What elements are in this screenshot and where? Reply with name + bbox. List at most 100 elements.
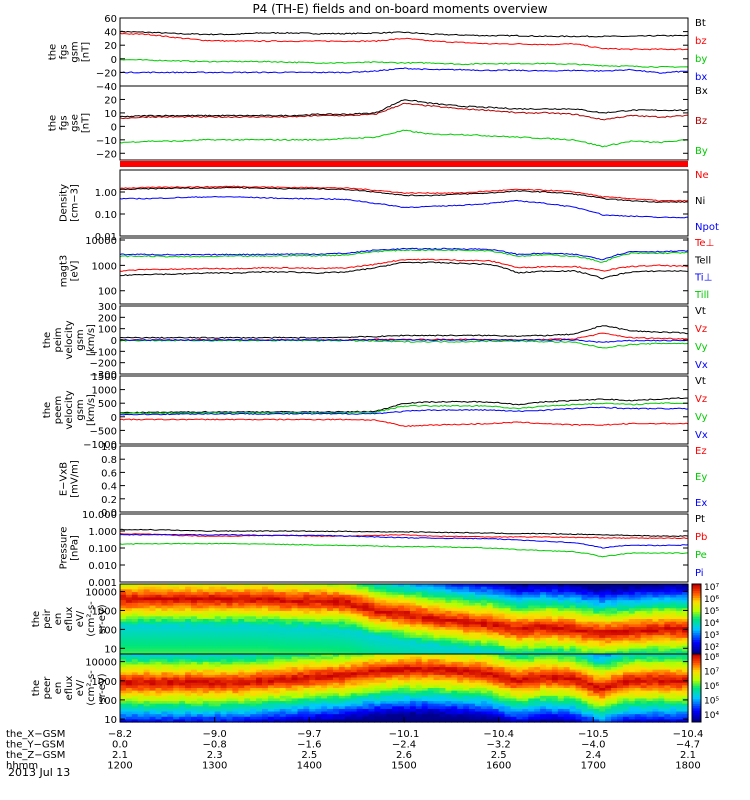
heatmap-cell: [646, 635, 654, 639]
heatmap-cell: [149, 682, 157, 686]
heatmap-cell: [617, 610, 624, 615]
heatmap-cell: [244, 648, 251, 652]
heatmap-cell: [226, 600, 234, 604]
heatmap-cell: [368, 597, 376, 601]
heatmap-cell: [362, 597, 370, 601]
heatmap-cell: [202, 667, 210, 671]
heatmap-cell: [155, 605, 163, 609]
heatmap-cell: [380, 711, 387, 715]
heatmap-cell: [451, 693, 458, 697]
heatmap-cell: [587, 703, 594, 707]
heatmap-cell: [386, 680, 393, 684]
heatmap-cell: [587, 714, 594, 718]
heatmap-cell: [167, 659, 174, 663]
heatmap-cell: [646, 648, 654, 652]
heatmap-cell: [587, 656, 594, 660]
heatmap-cell: [622, 610, 630, 615]
heatmap-cell: [676, 605, 683, 609]
heatmap-cell: [409, 616, 417, 620]
heatmap-cell: [682, 648, 689, 652]
heatmap-cell: [214, 708, 222, 713]
series-line-Vy: [119, 339, 689, 349]
heatmap-cell: [285, 610, 293, 615]
heatmap-cell: [611, 645, 618, 650]
heatmap-cell: [179, 703, 186, 707]
heatmap-cell: [546, 703, 553, 707]
heatmap-cell: [267, 661, 275, 666]
heatmap-cell: [522, 629, 529, 634]
heatmap-cell: [563, 608, 571, 612]
heatmap-cell: [297, 680, 305, 684]
heatmap-cell: [344, 619, 352, 623]
heatmap-cell: [350, 648, 358, 652]
heatmap-cell: [522, 621, 529, 625]
heatmap-cell: [333, 706, 340, 710]
heatmap-cell: [634, 608, 642, 612]
heatmap-cell: [179, 635, 186, 639]
heatmap-cell: [214, 651, 222, 655]
heatmap-cell: [540, 685, 547, 689]
legend-entry: Vz: [695, 324, 707, 335]
panel-8: PtPbPePi10.0001.0000.1000.0100.001Pressu…: [59, 510, 708, 589]
legend-entry: Vt: [695, 306, 706, 317]
heatmap-cell: [546, 693, 553, 697]
heatmap-cell: [480, 672, 488, 676]
heatmap-cell: [344, 698, 352, 702]
heatmap-cell: [415, 635, 423, 639]
heatmap-cell: [611, 701, 618, 705]
heatmap-cell: [232, 616, 239, 620]
heatmap-cell: [131, 621, 139, 625]
heatmap-cell: [185, 610, 192, 615]
heatmap-cell: [250, 693, 257, 697]
heatmap-cell: [652, 619, 660, 623]
heatmap-cell: [569, 605, 577, 609]
heatmap-cell: [250, 632, 257, 636]
heatmap-cell: [522, 594, 529, 599]
heatmap-cell: [202, 690, 210, 694]
heatmap-cell: [463, 701, 470, 705]
heatmap-cell: [262, 619, 269, 623]
y-axis-label: velocity: [64, 390, 75, 429]
legend-entry: Bt: [695, 18, 706, 29]
heatmap-cell: [534, 597, 541, 601]
heatmap-cell: [475, 645, 482, 650]
heatmap-cell: [380, 632, 387, 636]
heatmap-cell: [605, 632, 612, 636]
legend-entry: Te⊥: [694, 238, 714, 249]
heatmap-cell: [220, 610, 228, 615]
heatmap-cell: [196, 674, 204, 679]
heatmap-cell: [155, 619, 163, 623]
heatmap-cell: [492, 640, 500, 644]
heatmap-cell: [433, 643, 441, 647]
heatmap-cell: [161, 695, 168, 700]
heatmap-cell: [362, 600, 370, 604]
heatmap-cell: [368, 648, 376, 652]
heatmap-cell: [463, 672, 470, 676]
heatmap-cell: [634, 610, 642, 615]
heatmap-cell: [433, 637, 441, 642]
heatmap-cell: [581, 693, 589, 697]
heatmap-cell: [321, 667, 328, 671]
heatmap-cell: [262, 714, 269, 718]
heatmap-cell: [309, 698, 316, 702]
heatmap-cell: [563, 632, 571, 636]
heatmap-cell: [670, 586, 677, 590]
heatmap-cell: [463, 645, 470, 650]
heatmap-cell: [575, 597, 583, 601]
heatmap-cell: [510, 695, 518, 700]
heatmap-cell: [563, 584, 571, 588]
heatmap-cell: [196, 610, 204, 615]
heatmap-cell: [605, 654, 612, 658]
y-axis-label: the: [48, 115, 59, 131]
heatmap-cell: [664, 619, 671, 623]
heatmap-cell: [238, 610, 245, 615]
heatmap-cell: [321, 610, 328, 615]
heatmap-cell: [611, 703, 618, 707]
heatmap-cell: [350, 711, 358, 715]
heatmap-cell: [498, 602, 506, 607]
heatmap-cell: [338, 661, 346, 666]
heatmap-cell: [628, 629, 636, 634]
heatmap-cell: [368, 610, 376, 615]
heatmap-cell: [143, 602, 151, 607]
heatmap-cell: [350, 586, 358, 590]
